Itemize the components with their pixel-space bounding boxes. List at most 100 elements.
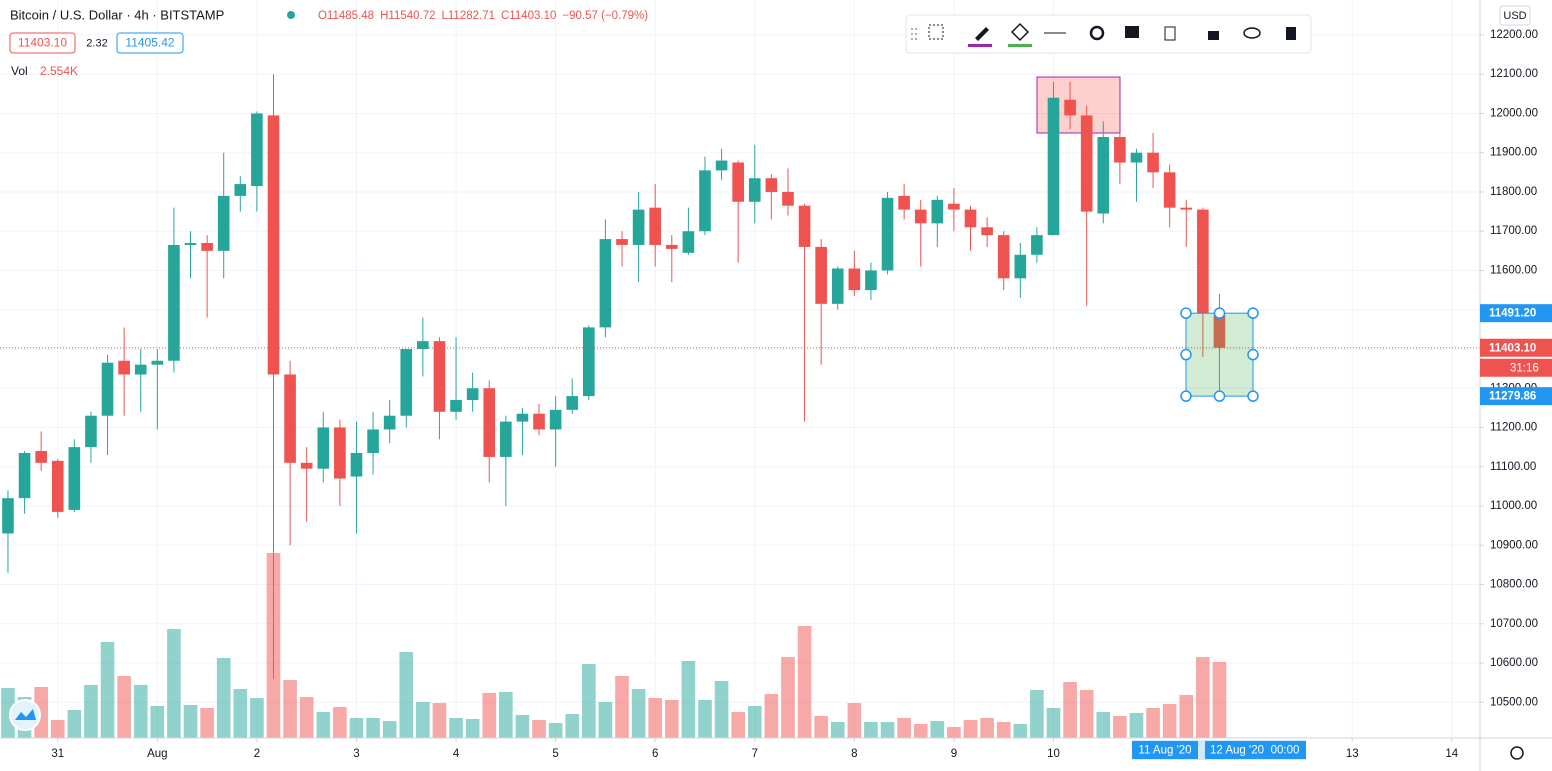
volume-bar <box>1096 711 1111 738</box>
volume-bar <box>747 706 762 738</box>
volume-bar <box>465 719 480 738</box>
candle-body <box>997 235 1010 279</box>
volume-bar <box>1146 708 1160 738</box>
volume-bar <box>167 629 181 738</box>
candle-body <box>1014 254 1027 279</box>
candle-body <box>831 268 844 304</box>
candle-body <box>450 400 462 412</box>
candle-body <box>85 415 97 448</box>
volume-label: Vol <box>11 64 28 78</box>
candle-body <box>1130 152 1143 163</box>
volume-bar <box>150 706 165 738</box>
volume-bar <box>1162 704 1177 738</box>
fill-color-button[interactable] <box>1010 22 1030 42</box>
volume-bar <box>664 699 679 738</box>
x-tick-label: 9 <box>951 748 957 760</box>
volume-layer <box>1 553 1227 738</box>
price-tag <box>1480 338 1552 357</box>
volume-bar <box>366 718 380 738</box>
volume-bar <box>499 691 513 738</box>
candle-body <box>134 364 147 375</box>
clone-button[interactable] <box>1164 26 1176 41</box>
candle-body <box>1097 137 1110 214</box>
resize-handle[interactable] <box>1180 307 1192 319</box>
price-tag-label: 11491.20 <box>1489 308 1536 320</box>
visibility-button[interactable] <box>1125 26 1139 38</box>
volume-bar <box>615 676 629 738</box>
candle-body <box>898 195 910 210</box>
resize-handle[interactable] <box>1247 390 1259 402</box>
volume-bar <box>864 721 878 738</box>
line-color-button[interactable] <box>975 27 989 41</box>
candle-body <box>583 327 595 397</box>
candle-body <box>881 197 894 271</box>
volume-bar <box>117 676 131 738</box>
volume-bar <box>399 651 414 738</box>
candle-body <box>1147 152 1159 173</box>
time-axis: 31 Aug 2 3 4 5 6 7 8 9 10 13 14 11 Aug '20 12 Aug '20 0… <box>51 738 1459 760</box>
lock-button[interactable] <box>1208 31 1219 40</box>
template-button[interactable] <box>928 24 944 40</box>
volume-bar <box>1046 708 1061 738</box>
toolbar-frame <box>905 14 1312 54</box>
x-tick-label: 10 <box>1047 748 1060 760</box>
y-tick-label: 10500.00 <box>1490 696 1538 708</box>
resize-handle[interactable] <box>1180 348 1192 361</box>
x-tick-label: 4 <box>453 748 460 760</box>
selected-rectangle[interactable] <box>1185 312 1254 397</box>
y-tick-label: 10900.00 <box>1490 539 1538 551</box>
volume-bar <box>133 684 148 738</box>
volume-bar <box>781 656 795 738</box>
volume-bar <box>1196 656 1210 738</box>
candle-body <box>267 115 280 375</box>
candle-body <box>1163 172 1176 208</box>
drag-handle[interactable] <box>911 28 917 40</box>
candle-body <box>284 374 296 463</box>
ask-value: 11405.42 <box>125 36 174 50</box>
time-highlight-label: 11 Aug '20 <box>1138 745 1191 757</box>
axis-settings[interactable] <box>1510 746 1524 760</box>
candle-body <box>217 195 230 251</box>
candle-body <box>599 239 612 328</box>
ohlc-item: −90.57 (−0.79%) <box>562 10 648 22</box>
volume-bar <box>250 698 264 738</box>
volume-bar <box>996 721 1011 738</box>
candle-body <box>516 413 529 422</box>
volume-bar <box>84 684 98 738</box>
volume-bar <box>1179 694 1194 738</box>
ohlc-item: H11540.72 <box>380 10 435 22</box>
volume-bar <box>648 698 663 738</box>
resize-handle[interactable] <box>1247 348 1259 361</box>
y-tick-label: 10600.00 <box>1490 657 1538 669</box>
resize-handle[interactable] <box>1180 390 1192 402</box>
hide-button[interactable] <box>1243 27 1261 39</box>
candle-body <box>383 415 396 430</box>
volume-bar <box>1 688 15 738</box>
volume-bar <box>598 701 613 738</box>
resize-handle[interactable] <box>1213 307 1226 319</box>
candle-body <box>566 396 579 410</box>
price-axis: 12200.00 12100.00 12000.00 11900.00 11800.00… <box>1480 29 1552 708</box>
candle-body <box>433 341 446 412</box>
price-tag <box>1480 304 1552 323</box>
volume-bar <box>333 706 347 738</box>
bid-value: 11403.10 <box>18 36 67 50</box>
candle-body <box>234 184 247 196</box>
candle-body <box>865 270 877 291</box>
resize-handle[interactable] <box>1213 390 1226 402</box>
delete-button[interactable] <box>1286 27 1296 40</box>
candle-body <box>201 242 213 251</box>
volume-bar <box>1212 661 1227 738</box>
x-tick-label: 13 <box>1346 748 1359 760</box>
x-tick-label: 6 <box>652 748 658 760</box>
settings-button[interactable] <box>1089 25 1105 41</box>
candle-body <box>350 453 363 477</box>
volume-bar <box>482 693 497 738</box>
currency-button[interactable] <box>1499 5 1531 26</box>
logo[interactable] <box>9 699 41 731</box>
candle-body <box>533 413 545 430</box>
volume-bar <box>216 658 231 738</box>
candle-body <box>1197 209 1209 314</box>
resize-handle[interactable] <box>1247 307 1259 319</box>
candle-body <box>964 209 977 228</box>
